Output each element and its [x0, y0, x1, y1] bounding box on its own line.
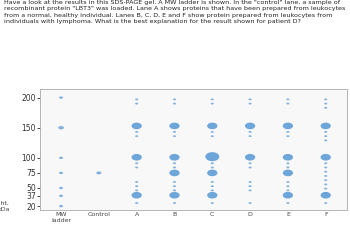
Ellipse shape — [211, 162, 214, 164]
Ellipse shape — [211, 189, 214, 191]
Ellipse shape — [283, 192, 293, 199]
Ellipse shape — [205, 152, 219, 161]
Ellipse shape — [283, 123, 293, 129]
Ellipse shape — [135, 202, 138, 204]
Ellipse shape — [324, 192, 327, 194]
Ellipse shape — [59, 205, 63, 207]
Ellipse shape — [207, 192, 217, 199]
Ellipse shape — [59, 96, 63, 99]
Ellipse shape — [283, 170, 293, 176]
Ellipse shape — [173, 189, 176, 191]
Ellipse shape — [135, 131, 138, 133]
Ellipse shape — [324, 202, 327, 204]
Ellipse shape — [211, 181, 214, 183]
Ellipse shape — [173, 202, 176, 204]
Ellipse shape — [321, 192, 331, 199]
Ellipse shape — [211, 135, 214, 137]
Ellipse shape — [286, 202, 289, 204]
Ellipse shape — [135, 185, 138, 187]
Ellipse shape — [286, 181, 289, 183]
Ellipse shape — [248, 181, 252, 183]
Ellipse shape — [207, 123, 217, 129]
Ellipse shape — [324, 183, 327, 185]
Ellipse shape — [211, 99, 214, 100]
Ellipse shape — [324, 131, 327, 133]
Ellipse shape — [248, 99, 252, 100]
Ellipse shape — [324, 107, 327, 109]
Ellipse shape — [286, 135, 289, 137]
Ellipse shape — [286, 189, 289, 191]
Ellipse shape — [324, 103, 327, 105]
Ellipse shape — [173, 167, 176, 168]
Ellipse shape — [135, 181, 138, 183]
Ellipse shape — [132, 192, 142, 199]
Ellipse shape — [173, 181, 176, 183]
Ellipse shape — [248, 131, 252, 133]
Ellipse shape — [324, 188, 327, 189]
Ellipse shape — [135, 135, 138, 137]
Ellipse shape — [286, 103, 289, 105]
Ellipse shape — [248, 103, 252, 105]
Ellipse shape — [169, 123, 180, 129]
Ellipse shape — [286, 99, 289, 100]
Ellipse shape — [321, 154, 331, 161]
Ellipse shape — [248, 167, 252, 168]
Ellipse shape — [211, 103, 214, 105]
Ellipse shape — [132, 154, 142, 161]
Ellipse shape — [324, 140, 327, 141]
Ellipse shape — [324, 175, 327, 177]
Ellipse shape — [286, 131, 289, 133]
Ellipse shape — [324, 162, 327, 164]
Ellipse shape — [245, 123, 255, 129]
Ellipse shape — [211, 167, 214, 168]
Ellipse shape — [173, 99, 176, 100]
Ellipse shape — [59, 187, 63, 189]
Ellipse shape — [135, 162, 138, 164]
Ellipse shape — [211, 131, 214, 133]
Ellipse shape — [324, 135, 327, 137]
Ellipse shape — [173, 103, 176, 105]
Ellipse shape — [245, 154, 255, 161]
Ellipse shape — [135, 167, 138, 168]
Ellipse shape — [173, 162, 176, 164]
Ellipse shape — [96, 171, 102, 175]
Ellipse shape — [248, 185, 252, 187]
Ellipse shape — [173, 131, 176, 133]
Ellipse shape — [59, 157, 63, 159]
Ellipse shape — [248, 202, 252, 204]
Ellipse shape — [324, 167, 327, 168]
Ellipse shape — [135, 99, 138, 100]
Ellipse shape — [59, 172, 63, 174]
Ellipse shape — [286, 167, 289, 168]
Ellipse shape — [324, 171, 327, 173]
Ellipse shape — [321, 123, 331, 129]
Ellipse shape — [324, 179, 327, 181]
Ellipse shape — [248, 189, 252, 191]
Ellipse shape — [169, 170, 180, 176]
Ellipse shape — [135, 189, 138, 191]
Text: Have a look at the results in this SDS-PAGE gel. A MW ladder is shown. In the "c: Have a look at the results in this SDS-P… — [4, 0, 345, 24]
Ellipse shape — [211, 185, 214, 187]
Ellipse shape — [169, 154, 180, 161]
Ellipse shape — [283, 154, 293, 161]
Ellipse shape — [207, 170, 217, 176]
Ellipse shape — [324, 99, 327, 100]
Ellipse shape — [173, 135, 176, 137]
Ellipse shape — [59, 195, 63, 197]
Ellipse shape — [58, 126, 64, 129]
Ellipse shape — [135, 103, 138, 105]
Ellipse shape — [132, 123, 142, 129]
Ellipse shape — [286, 185, 289, 187]
Y-axis label: Weight,
kDa: Weight, kDa — [0, 201, 10, 212]
Ellipse shape — [286, 162, 289, 164]
Ellipse shape — [173, 185, 176, 187]
Ellipse shape — [248, 135, 252, 137]
Ellipse shape — [211, 202, 214, 204]
Ellipse shape — [169, 192, 180, 199]
Ellipse shape — [248, 162, 252, 164]
